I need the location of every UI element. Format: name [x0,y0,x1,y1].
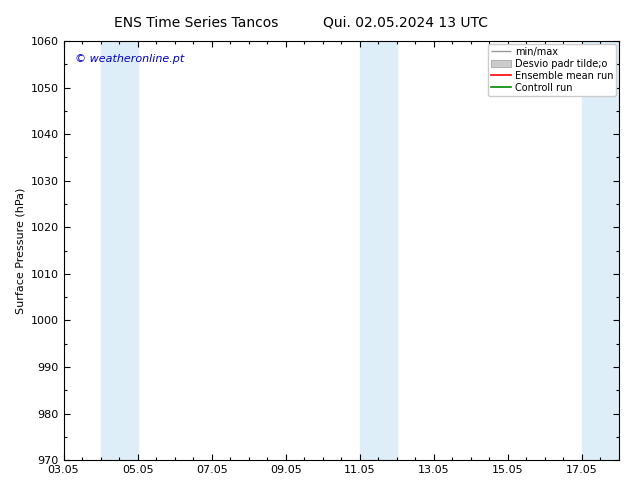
Legend: min/max, Desvio padr tilde;o, Ensemble mean run, Controll run: min/max, Desvio padr tilde;o, Ensemble m… [488,44,616,96]
Bar [359,41,397,460]
Bar [101,41,138,460]
Text: ENS Time Series Tancos: ENS Time Series Tancos [114,16,279,30]
Bar [582,41,619,460]
Text: © weatheronline.pt: © weatheronline.pt [75,53,184,64]
Y-axis label: Surface Pressure (hPa): Surface Pressure (hPa) [15,187,25,314]
Text: Qui. 02.05.2024 13 UTC: Qui. 02.05.2024 13 UTC [323,16,488,30]
